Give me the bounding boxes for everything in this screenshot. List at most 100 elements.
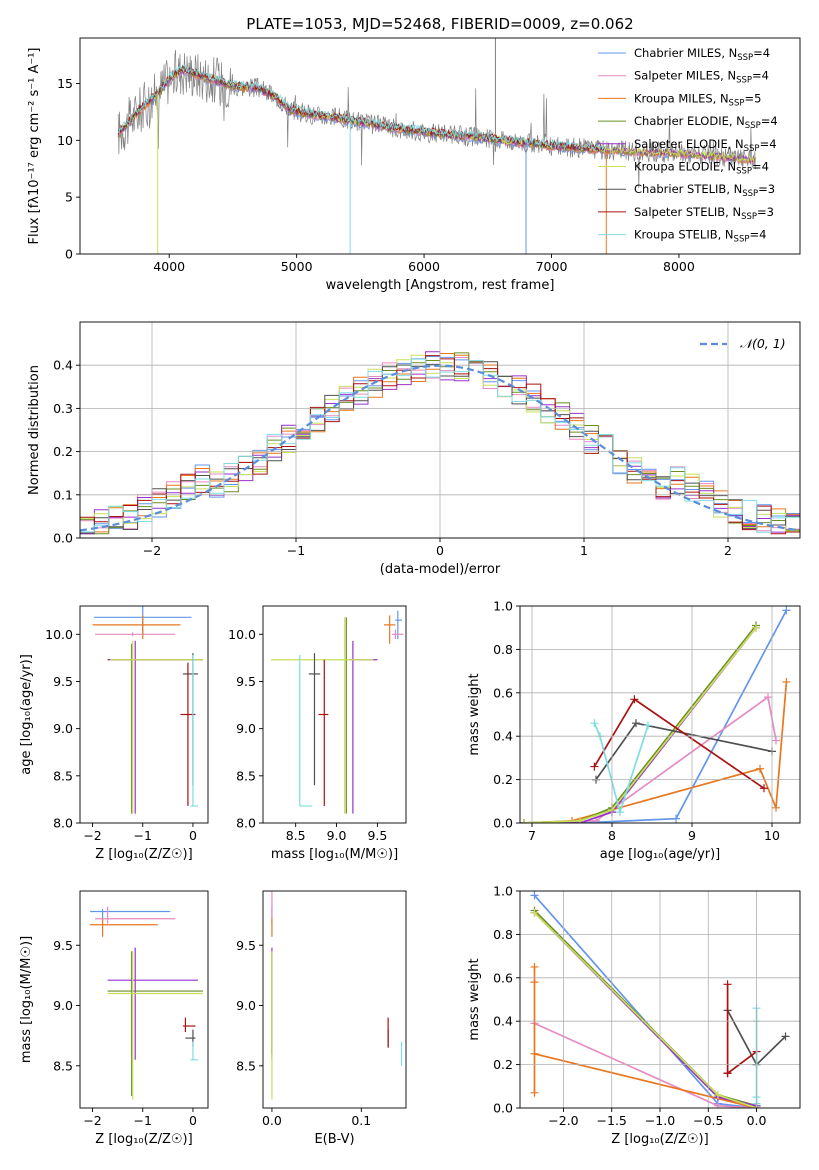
y-axis-label: Normed distribution — [27, 365, 42, 495]
legend-label: Kroupa MILES, NSSP=5 — [634, 91, 761, 108]
x-tick-label: 6000 — [408, 259, 440, 274]
y-tick-label: 8.0 — [53, 816, 73, 831]
data-point — [752, 623, 760, 632]
panel-age-vs-mass: 8.5 9.0 9.5 8.0 8.5 9.0 9.5 10.0 mass [log₁₀(M/M… — [228, 605, 407, 862]
data-point — [530, 891, 539, 900]
x-tick-label: −2.0 — [548, 1113, 578, 1128]
errorbar-kroupa-miles — [92, 615, 181, 640]
data-point — [760, 784, 768, 793]
data-point — [782, 606, 791, 615]
y-tick-label: 9.5 — [236, 674, 256, 689]
plot-area — [520, 606, 791, 823]
errorbar-kroupa-stelib — [299, 655, 313, 807]
data-point — [590, 762, 599, 771]
errorbar-kroupa-miles — [90, 918, 158, 937]
data-point — [632, 719, 640, 728]
axes-frame — [79, 37, 801, 255]
plot-area — [92, 606, 203, 814]
y-axis-label: age [log₁₀(age/yr)] — [19, 654, 34, 775]
data-point — [782, 677, 791, 686]
y-tick-label: 0.1 — [53, 487, 73, 502]
data-point — [590, 719, 599, 728]
errorbar-chabrier-stelib — [308, 653, 321, 786]
x-tick-label: 5000 — [281, 259, 313, 274]
axes-frame — [262, 605, 407, 824]
legend-label: Chabrier MILES, NSSP=4 — [634, 46, 770, 63]
x-tick-label: 7000 — [536, 259, 568, 274]
legend-label: Kroupa STELIB, NSSP=4 — [634, 228, 766, 245]
y-tick-label: 1.0 — [493, 599, 513, 614]
x-tick-label: −1 — [287, 543, 305, 558]
axes-frame — [519, 605, 801, 824]
data-point — [764, 693, 772, 702]
axes-frame — [79, 890, 209, 1109]
y-tick-label: 0.2 — [493, 772, 513, 787]
x-tick-label: 9 — [688, 828, 696, 843]
errorbar-chabrier-miles — [90, 909, 171, 919]
series-line — [533, 967, 757, 1108]
series-line — [524, 609, 788, 823]
data-point — [630, 695, 639, 704]
y-tick-label: 9.5 — [53, 674, 73, 689]
series-line — [593, 722, 649, 816]
x-tick-label: −1 — [134, 1113, 152, 1128]
series-line — [726, 984, 758, 1075]
y-tick-label: 0.6 — [493, 970, 513, 985]
panel-age-vs-Z: −2 −1 0 8.0 8.5 9.0 9.5 10.0 Z [log₁₀(Z/Z☉)] age … — [19, 605, 209, 862]
y-tick-label: 9.5 — [236, 938, 256, 953]
x-tick-label: −1 — [134, 828, 152, 843]
panel-mass-vs-Z: −2 −1 0 8.5 9.0 9.5 Z [log₁₀(Z/Z☉)] mass [log₁₀… — [19, 890, 209, 1147]
errorbar-salpeter-miles — [95, 632, 176, 637]
errorbar-kroupa-elodie — [271, 617, 374, 814]
errorbar-salpeter-stelib — [318, 659, 329, 807]
errorbar-chabrier-stelib — [185, 1029, 196, 1047]
x-tick-label: −2 — [83, 1113, 101, 1128]
y-tick-label: 0.6 — [493, 685, 513, 700]
x-axis-label: Z [log₁₀(Z/Z☉)] — [95, 1132, 192, 1147]
y-axis-label: mass weight — [467, 673, 482, 755]
legend-label: Kroupa ELODIE, NSSP=4 — [634, 160, 769, 177]
panel-mass-vs-EBV: 0.0 0.1 8.5 9.0 9.5 E(B-V) — [236, 890, 407, 1147]
y-tick-label: 0.0 — [53, 531, 73, 546]
x-tick-label: −0.5 — [693, 1113, 723, 1128]
y-tick-label: 0.0 — [493, 816, 513, 831]
series-salpeter-stelib — [590, 695, 768, 793]
y-tick-label: 9.0 — [53, 721, 73, 736]
errorbar-chabrier-elodie — [345, 617, 348, 814]
errorbar-salpeter-stelib — [182, 1017, 196, 1033]
x-tick-label: 1 — [580, 543, 588, 558]
series-chabrier-elodie — [530, 906, 761, 1108]
series-chabrier-stelib — [592, 719, 776, 784]
data-point — [530, 1088, 539, 1097]
x-tick-label: −1.5 — [597, 1113, 627, 1128]
data-point — [576, 816, 584, 823]
series-line — [534, 1022, 757, 1108]
y-tick-label: 8.5 — [236, 768, 256, 783]
model-spectrum-kroupa-stelib — [117, 64, 605, 152]
errorbar-kroupa-elodie — [110, 640, 203, 814]
data-point — [616, 808, 624, 817]
model-spectrum-salpeter-stelib — [117, 65, 605, 152]
series-kroupa-miles — [530, 962, 761, 1108]
x-tick-label: 0 — [189, 1113, 197, 1128]
y-tick-label: 8.0 — [236, 816, 256, 831]
errorbar-kroupa-elodie — [107, 951, 203, 1100]
x-tick-label: 4000 — [153, 259, 185, 274]
x-tick-label: 8 — [608, 828, 616, 843]
y-axis-label: mass [log₁₀(M/M☉)] — [19, 936, 34, 1063]
data-point — [723, 980, 732, 989]
panel-weight-vs-age: 7 8 9 10 0.0 0.2 0.4 0.6 0.8 1.0 age [log₁₀(age/yr… — [467, 599, 801, 862]
x-axis-label: Z [log₁₀(Z/Z☉)] — [611, 1132, 708, 1147]
y-tick-label: 0.3 — [53, 401, 73, 416]
y-axis-label: mass weight — [467, 958, 482, 1040]
series-line — [533, 894, 757, 1108]
data-point — [713, 1101, 722, 1108]
y-tick-label: 0.8 — [493, 642, 513, 657]
y-tick-label: 0.8 — [493, 927, 513, 942]
series-line — [595, 722, 773, 781]
y-tick-label: 9.5 — [53, 938, 73, 953]
data-point — [530, 1049, 539, 1058]
y-tick-label: 10.0 — [228, 627, 256, 642]
plot-area — [271, 610, 404, 814]
x-axis-label: wavelength [Angstrom, rest frame] — [326, 278, 555, 293]
